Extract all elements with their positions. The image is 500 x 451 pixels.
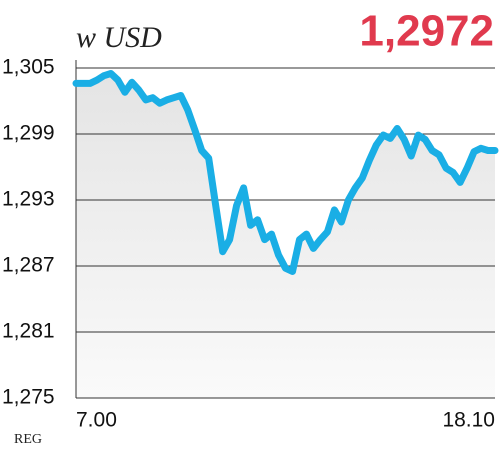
y-tick-label: 1,287 — [2, 254, 55, 277]
highlight-value: 1,2972 — [359, 7, 494, 56]
line — [72, 70, 499, 275]
y-tick-label: 1,281 — [2, 320, 55, 343]
x-tick-label: 18.10 — [442, 409, 495, 432]
y-tick-label: 1,293 — [2, 188, 55, 211]
y-tick-label: 1,275 — [2, 386, 55, 409]
source: REG — [14, 432, 42, 447]
y-tick-label: 1,305 — [2, 56, 55, 79]
chart-title: w USD — [76, 21, 162, 54]
y-tick-label: 1,299 — [2, 122, 55, 145]
x-tick-label: 7.00 — [76, 409, 117, 432]
area — [76, 73, 495, 398]
